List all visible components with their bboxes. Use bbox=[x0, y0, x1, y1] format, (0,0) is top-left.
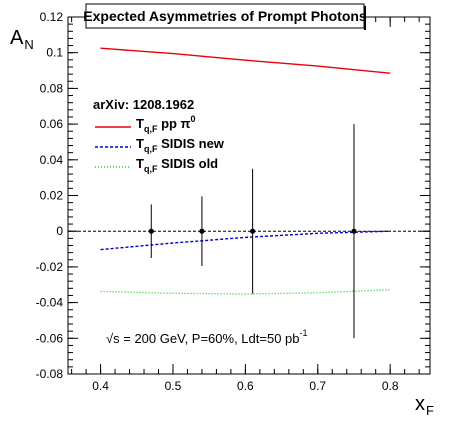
data-point bbox=[250, 228, 256, 234]
x-tick-label: 0.4 bbox=[92, 379, 109, 393]
y-tick-label: 0.04 bbox=[40, 153, 64, 167]
series-line-2 bbox=[100, 289, 391, 295]
y-tick-label: -0.08 bbox=[36, 367, 64, 381]
y-tick-label: 0.08 bbox=[40, 81, 64, 95]
conditions-annotation: √s = 200 GeV, P=60%, Ldt=50 pb-1 bbox=[106, 328, 308, 346]
title-box-shadow bbox=[364, 6, 366, 30]
series-line-1 bbox=[100, 230, 391, 251]
y-tick-label: -0.04 bbox=[36, 296, 64, 310]
x-axis-label: xF bbox=[415, 393, 434, 418]
data-point bbox=[199, 228, 205, 234]
x-axis-label-main: x bbox=[415, 393, 425, 415]
y-tick-label: 0.02 bbox=[40, 189, 64, 203]
y-tick-label: 0.12 bbox=[40, 10, 64, 24]
data-point bbox=[148, 228, 154, 234]
x-tick-label: 0.6 bbox=[237, 379, 254, 393]
legend-label-sidis-old: Tq,F SIDIS old bbox=[136, 156, 218, 174]
legend-header: arXiv: 1208.1962 bbox=[93, 97, 194, 112]
x-tick-label: 0.7 bbox=[309, 379, 326, 393]
chart-title: Expected Asymmetries of Prompt Photons bbox=[83, 8, 367, 24]
x-tick-label: 0.8 bbox=[382, 379, 399, 393]
y-tick-label: -0.02 bbox=[36, 260, 64, 274]
series-line-0 bbox=[100, 47, 391, 74]
y-axis-label: AN bbox=[10, 27, 34, 52]
y-axis-label-main: A bbox=[10, 27, 24, 49]
y-tick-label: 0 bbox=[56, 224, 63, 238]
legend-label-pp: Tq,F pp π0 bbox=[136, 114, 196, 134]
y-tick-label: 0.1 bbox=[46, 46, 63, 60]
legend: arXiv: 1208.1962 Tq,F pp π0 Tq,F SIDIS n… bbox=[93, 97, 225, 174]
y-tick-label: -0.06 bbox=[36, 331, 64, 345]
legend-label-sidis-new: Tq,F SIDIS new bbox=[136, 136, 225, 154]
data-point bbox=[351, 228, 357, 234]
y-tick-label: 0.06 bbox=[40, 117, 64, 131]
plot-frame bbox=[67, 16, 431, 375]
x-tick-label: 0.5 bbox=[165, 379, 182, 393]
x-axis-label-sub: F bbox=[426, 403, 434, 418]
y-axis-label-sub: N bbox=[24, 37, 33, 52]
title-box bbox=[85, 3, 365, 29]
